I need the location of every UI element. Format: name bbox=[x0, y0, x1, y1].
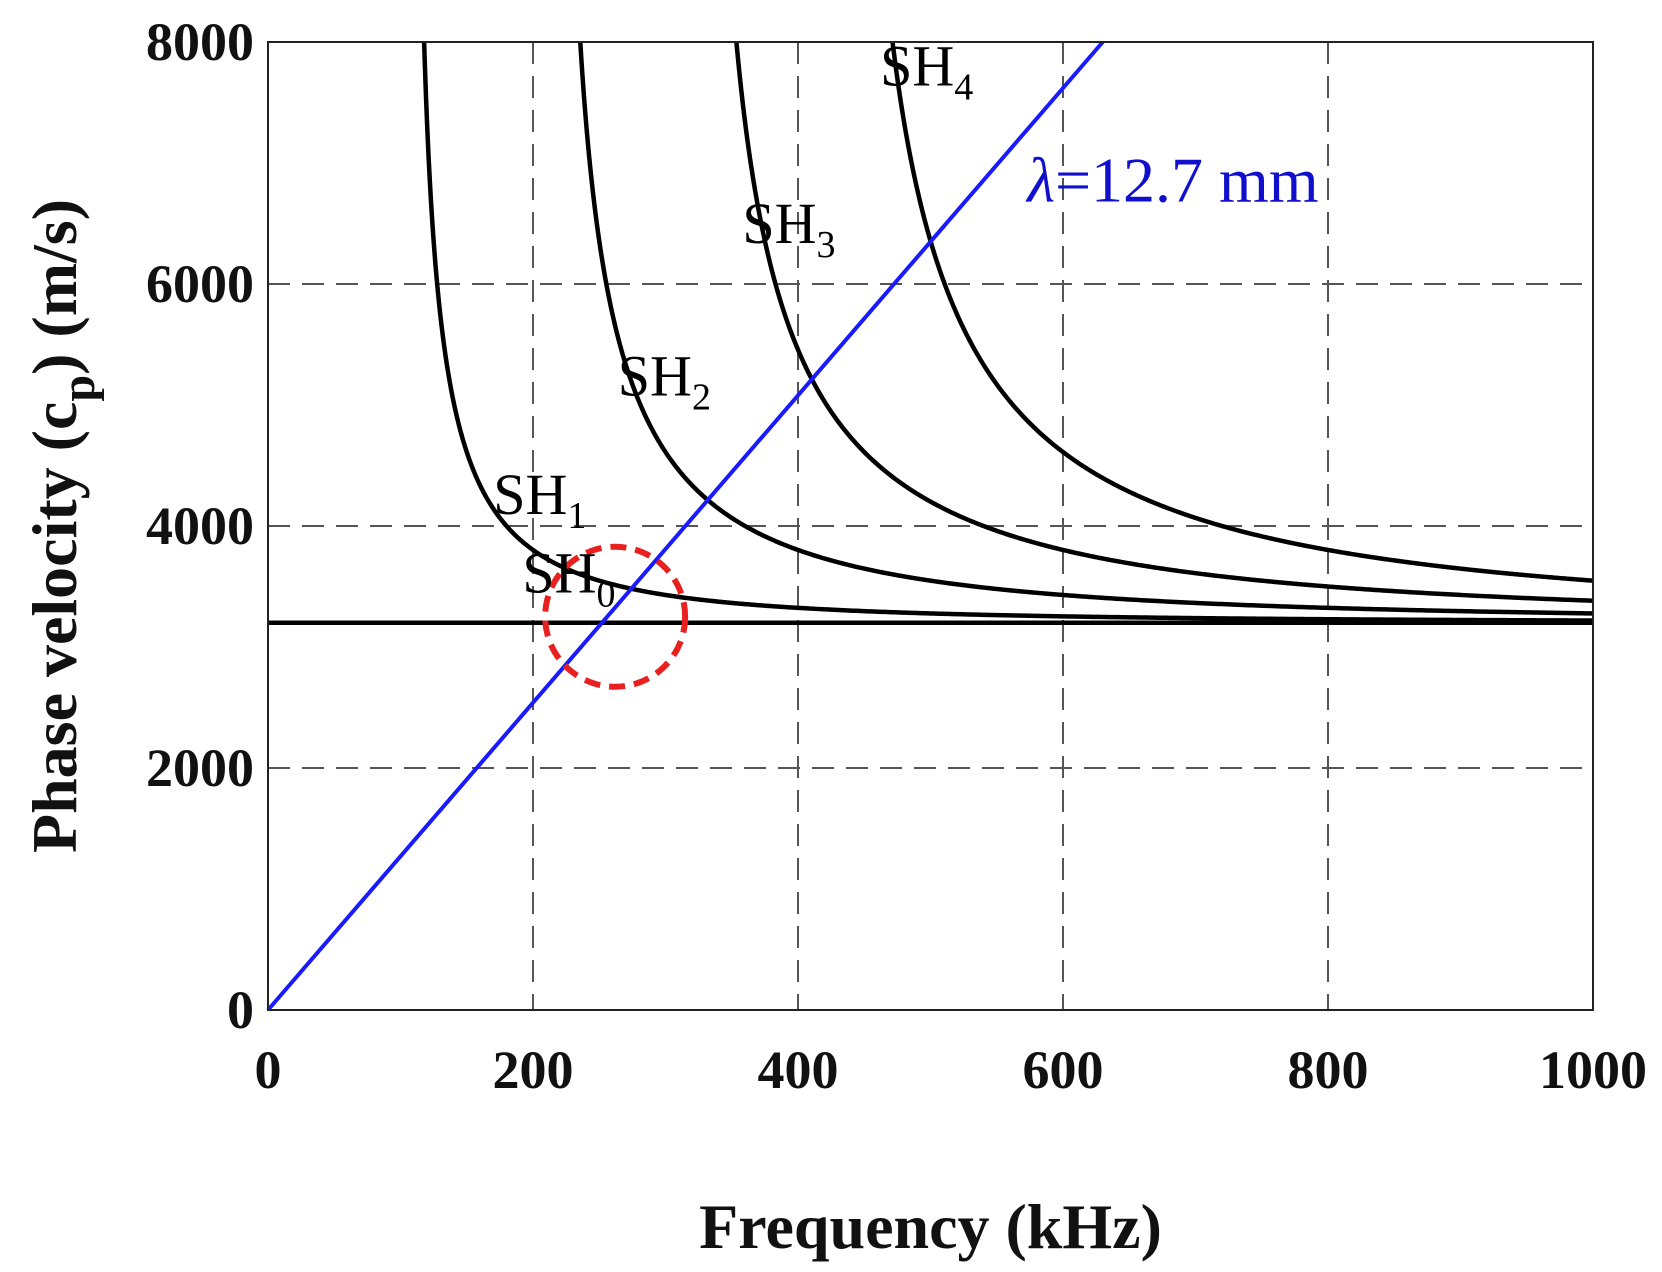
y-tick-label-6000: 6000 bbox=[146, 254, 254, 314]
x-tick-label-600: 600 bbox=[1023, 1040, 1104, 1100]
wavelength-line bbox=[266, 40, 1105, 1012]
tick-labels: 0 200 400 600 800 1000 0 2000 4000 6000 8000 bbox=[146, 12, 1647, 1100]
x-tick-label-800: 800 bbox=[1288, 1040, 1369, 1100]
label-sh3-base: SH bbox=[742, 191, 816, 256]
curve-sh4 bbox=[890, 41, 1594, 583]
x-tick-label-1000: 1000 bbox=[1539, 1040, 1647, 1100]
y-axis-title-prefix: Phase velocity (c bbox=[19, 402, 90, 853]
label-sh0-subscript: 0 bbox=[597, 574, 616, 616]
y-tick-label-0: 0 bbox=[227, 980, 254, 1040]
label-sh3-subscript: 3 bbox=[817, 224, 836, 266]
label-sh2: SH2 bbox=[618, 343, 711, 418]
y-axis-title: Phase velocity (cp) (m/s) bbox=[19, 199, 105, 853]
label-sh4-subscript: 4 bbox=[954, 67, 973, 109]
curve-sh2 bbox=[578, 41, 1594, 616]
x-axis-title: Frequency (kHz) bbox=[699, 1191, 1162, 1262]
y-tick-label-8000: 8000 bbox=[146, 12, 254, 72]
label-sh4-base: SH bbox=[880, 34, 954, 99]
grid-lines bbox=[268, 42, 1593, 1010]
mode-curves bbox=[268, 41, 1594, 626]
plot-frame bbox=[267, 41, 1594, 1011]
label-sh0-base: SH bbox=[522, 541, 596, 606]
highlight-circle bbox=[542, 543, 689, 690]
curve-sh1 bbox=[421, 41, 1594, 623]
label-sh2-subscript: 2 bbox=[692, 376, 711, 418]
label-sh4: SH4 bbox=[880, 34, 973, 109]
x-tick-label-200: 200 bbox=[493, 1040, 574, 1100]
label-sh1-base: SH bbox=[493, 462, 567, 527]
label-sh1-subscript: 1 bbox=[567, 495, 586, 537]
curve-sh3 bbox=[734, 41, 1594, 603]
wavelength-label-symbol: λ bbox=[1025, 145, 1055, 216]
annotation-group bbox=[542, 543, 689, 690]
label-sh2-base: SH bbox=[618, 343, 692, 408]
y-tick-label-2000: 2000 bbox=[146, 738, 254, 798]
wavelength-label: λ=12.7 mm bbox=[1025, 145, 1318, 216]
y-axis-title-subscript: p bbox=[52, 375, 105, 402]
label-sh0: SH0 bbox=[522, 541, 615, 616]
wavelength-label-text: =12.7 mm bbox=[1055, 145, 1319, 216]
label-sh3: SH3 bbox=[742, 191, 835, 266]
x-tick-label-0: 0 bbox=[255, 1040, 282, 1100]
x-tick-label-400: 400 bbox=[758, 1040, 839, 1100]
y-axis-title-suffix: ) (m/s) bbox=[19, 199, 90, 375]
label-sh1: SH1 bbox=[493, 462, 586, 537]
y-tick-label-4000: 4000 bbox=[146, 496, 254, 556]
wavelength-line-group bbox=[266, 40, 1105, 1012]
